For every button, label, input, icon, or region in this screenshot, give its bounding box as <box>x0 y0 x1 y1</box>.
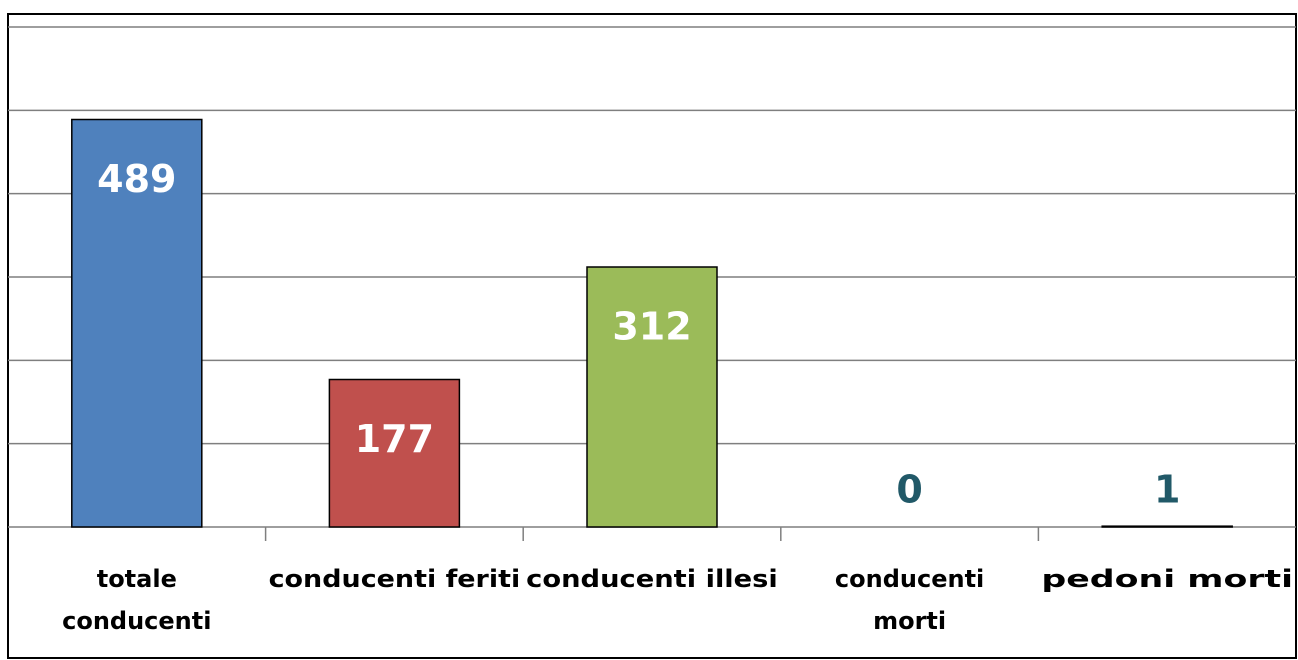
x-tick-label: conducenti feriti <box>269 565 521 593</box>
x-tick-label: conducenti illesi <box>526 565 778 593</box>
value-label: 177 <box>355 417 434 461</box>
x-tick-label: conducenti morti <box>835 565 984 635</box>
bar <box>586 266 718 528</box>
bar <box>328 378 461 528</box>
x-tick-label: totale conducenti <box>62 565 211 635</box>
value-label: 312 <box>612 305 691 349</box>
x-tick-label: pedoni morti <box>1041 565 1293 593</box>
bar <box>71 118 203 528</box>
value-label: 0 <box>896 468 922 512</box>
value-label: 1 <box>1154 468 1180 512</box>
value-label: 489 <box>97 157 176 201</box>
bar <box>1101 525 1233 528</box>
